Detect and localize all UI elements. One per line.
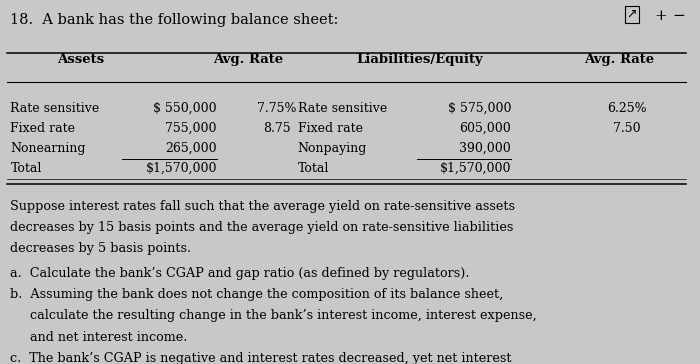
Text: Total: Total xyxy=(298,162,329,175)
Text: 605,000: 605,000 xyxy=(459,122,511,135)
Text: Nonpaying: Nonpaying xyxy=(298,142,367,155)
Text: 390,000: 390,000 xyxy=(459,142,511,155)
Text: Rate sensitive: Rate sensitive xyxy=(298,102,386,115)
Text: c.  The bank’s CGAP is negative and interest rates decreased, yet net interest: c. The bank’s CGAP is negative and inter… xyxy=(10,352,512,364)
Text: $ 550,000: $ 550,000 xyxy=(153,102,217,115)
Text: 265,000: 265,000 xyxy=(165,142,217,155)
Text: Nonearning: Nonearning xyxy=(10,142,86,155)
Text: Fixed rate: Fixed rate xyxy=(10,122,76,135)
Text: calculate the resulting change in the bank’s interest income, interest expense,: calculate the resulting change in the ba… xyxy=(10,309,538,323)
Text: −: − xyxy=(672,9,685,23)
Text: Liabilities/Equity: Liabilities/Equity xyxy=(356,52,484,66)
Text: 6.25%: 6.25% xyxy=(607,102,646,115)
Text: 8.75: 8.75 xyxy=(262,122,290,135)
Text: +: + xyxy=(654,9,667,23)
Text: $1,570,000: $1,570,000 xyxy=(440,162,511,175)
Text: b.  Assuming the bank does not change the composition of its balance sheet,: b. Assuming the bank does not change the… xyxy=(10,288,504,301)
Text: $1,570,000: $1,570,000 xyxy=(146,162,217,175)
Text: Avg. Rate: Avg. Rate xyxy=(214,52,284,66)
Text: 18.  A bank has the following balance sheet:: 18. A bank has the following balance she… xyxy=(10,13,339,27)
Text: 755,000: 755,000 xyxy=(165,122,217,135)
Text: $ 575,000: $ 575,000 xyxy=(447,102,511,115)
Text: decreases by 5 basis points.: decreases by 5 basis points. xyxy=(10,242,192,256)
Text: Avg. Rate: Avg. Rate xyxy=(584,52,654,66)
Text: Assets: Assets xyxy=(57,52,104,66)
Text: 7.75%: 7.75% xyxy=(257,102,296,115)
Text: and net interest income.: and net interest income. xyxy=(10,331,188,344)
Text: 7.50: 7.50 xyxy=(612,122,640,135)
Text: ↗: ↗ xyxy=(626,8,637,21)
Text: decreases by 15 basis points and the average yield on rate-sensitive liabilities: decreases by 15 basis points and the ave… xyxy=(10,221,514,234)
Text: Suppose interest rates fall such that the average yield on rate-sensitive assets: Suppose interest rates fall such that th… xyxy=(10,200,515,213)
Text: Fixed rate: Fixed rate xyxy=(298,122,363,135)
Text: Total: Total xyxy=(10,162,42,175)
Text: a.  Calculate the bank’s CGAP and gap ratio (as defined by regulators).: a. Calculate the bank’s CGAP and gap rat… xyxy=(10,267,470,280)
Text: Rate sensitive: Rate sensitive xyxy=(10,102,99,115)
